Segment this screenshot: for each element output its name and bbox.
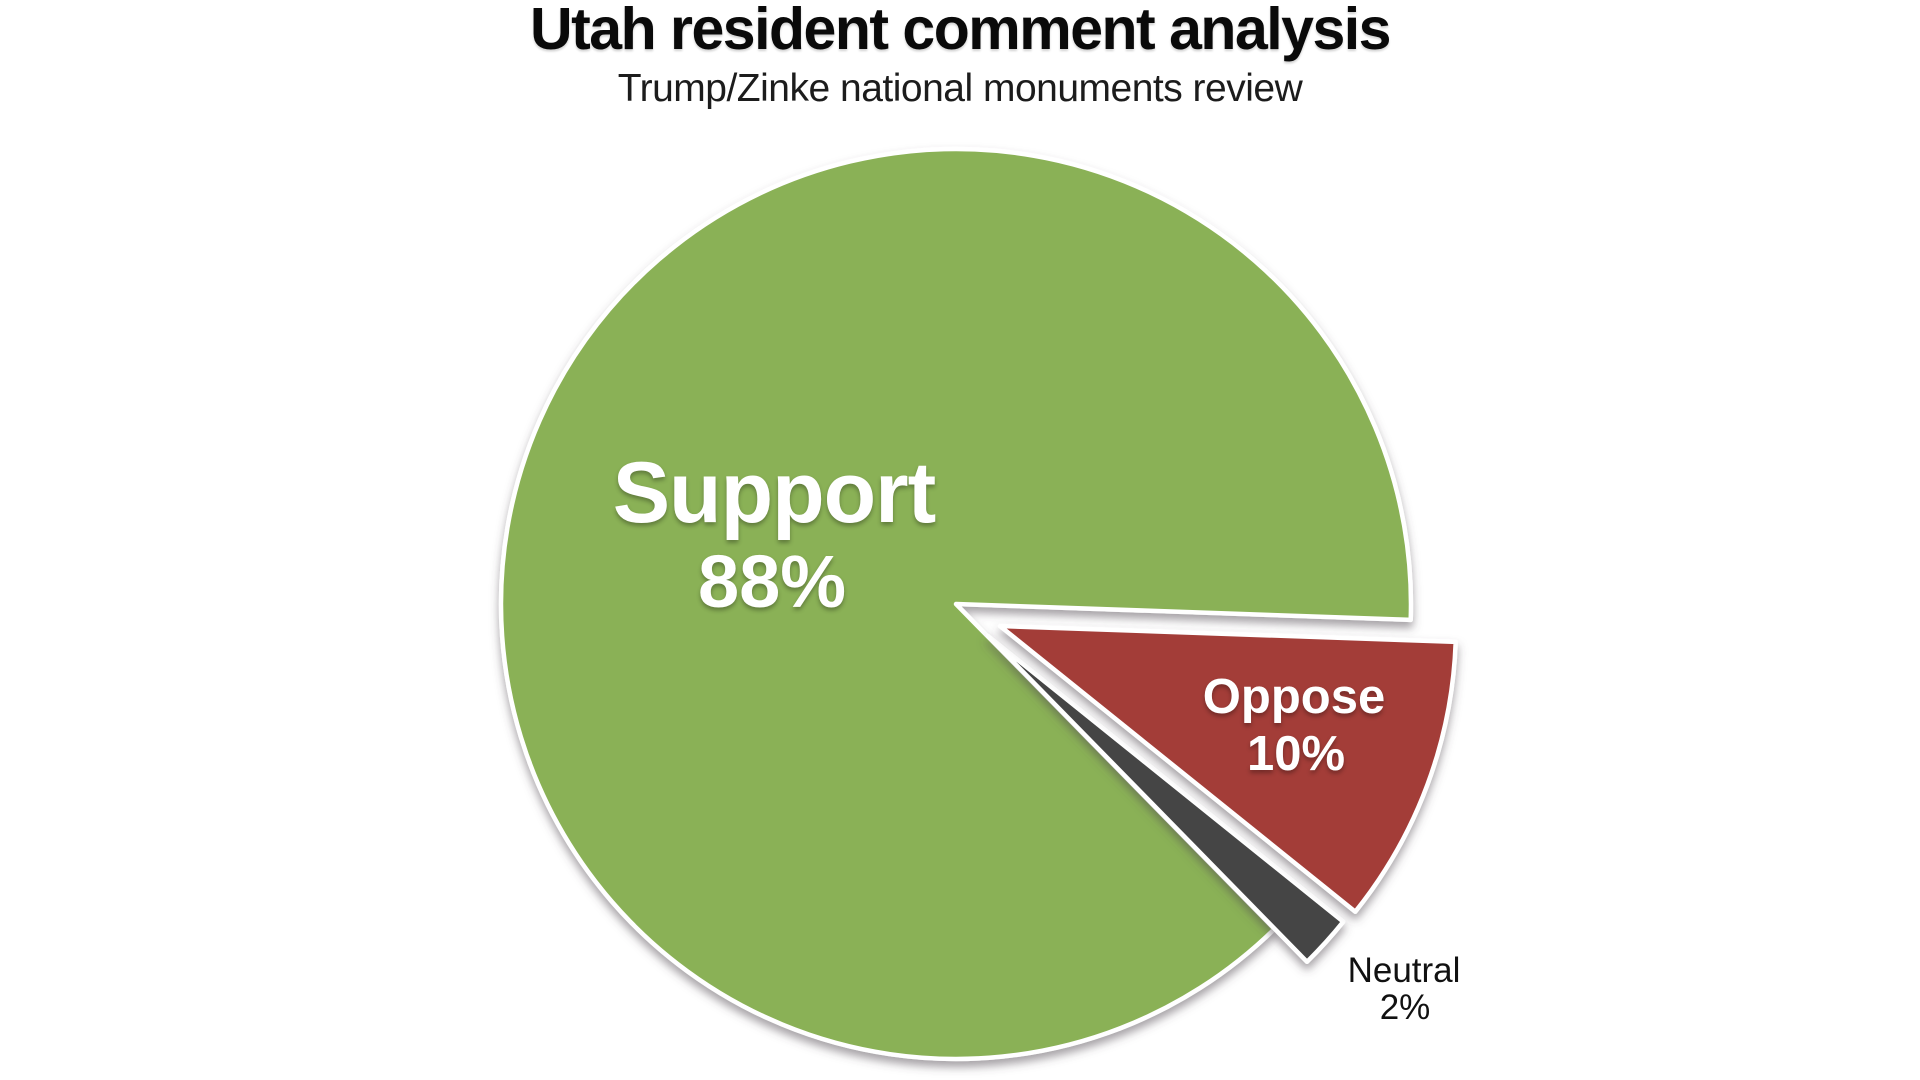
oppose-slice-label: Oppose <box>1202 670 1386 724</box>
pie-slice-support <box>498 146 1414 1062</box>
chart-title: Utah resident comment analysis <box>530 0 1391 62</box>
support-slice-percent: 88% <box>697 540 847 623</box>
neutral-slice-percent: 2% <box>1379 988 1431 1027</box>
pie-slice-neutral <box>985 633 1346 965</box>
chart-subtitle: Trump/Zinke national monuments review <box>617 67 1303 110</box>
support-slice-label: Support <box>612 445 937 541</box>
neutral-slice-label: Neutral <box>1347 951 1461 990</box>
pie-slice-oppose <box>997 623 1458 914</box>
oppose-slice-percent: 10% <box>1246 727 1346 781</box>
